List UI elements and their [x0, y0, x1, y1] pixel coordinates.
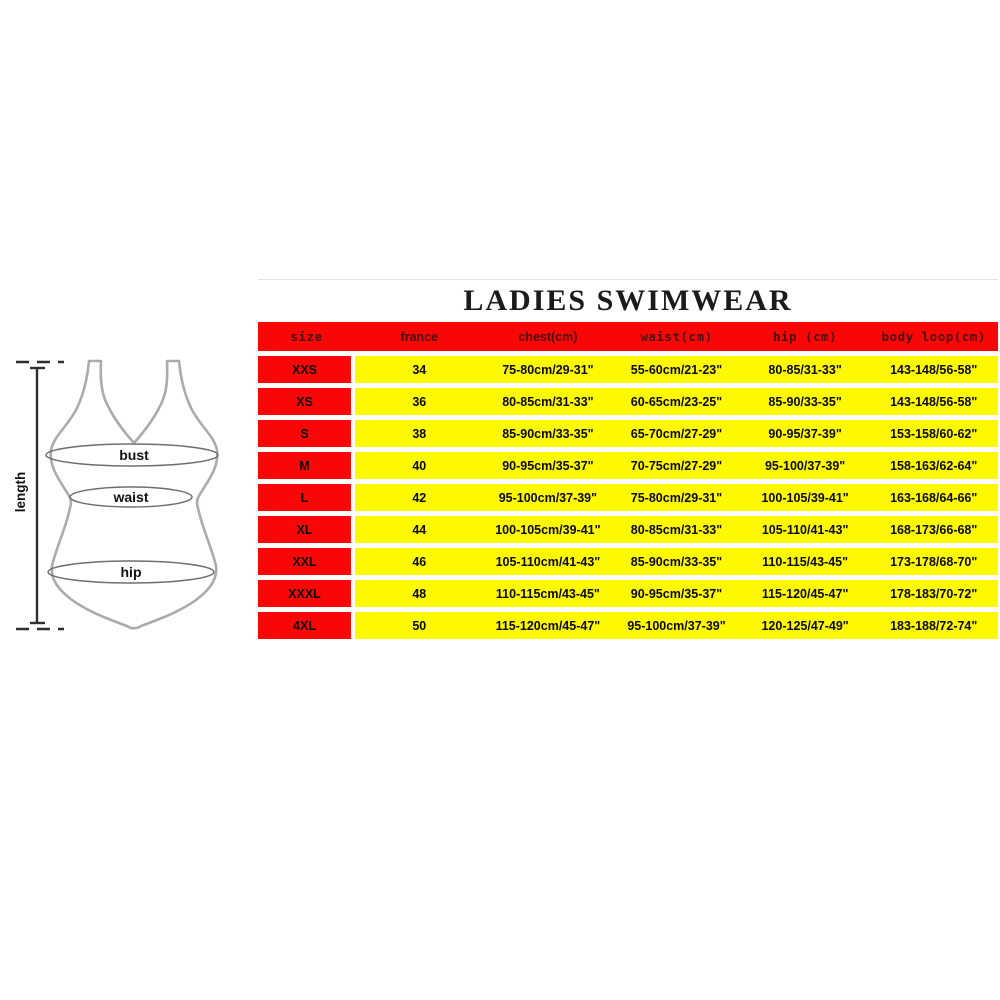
- size-cell: XL: [258, 516, 355, 543]
- waist-label: waist: [112, 489, 148, 505]
- waist-cell: 85-90cm/33-35": [612, 548, 741, 575]
- hip-cell: 120-125/47-49": [740, 612, 870, 639]
- hip-cell: 90-95/37-39": [740, 420, 870, 447]
- france-cell: 42: [355, 484, 484, 511]
- body-loop-cell: 153-158/60-62": [869, 420, 998, 447]
- body-loop-cell: 173-178/68-70": [869, 548, 998, 575]
- hip-ellipse: [47, 560, 215, 584]
- page-title: LADIES SWIMWEAR: [463, 284, 793, 317]
- body-loop-cell: 168-173/66-68": [869, 516, 998, 543]
- hip-cell: 105-110/41-43": [740, 516, 870, 543]
- chest-cell: 75-80cm/29-31": [483, 356, 613, 383]
- hip-cell: 115-120/45-47": [740, 580, 870, 607]
- column-header-waist: waist(cm): [640, 329, 713, 344]
- france-cell: 46: [355, 548, 484, 575]
- body-loop-cell: 143-148/56-58": [869, 356, 998, 383]
- size-cell: XXS: [258, 356, 355, 383]
- chest-cell: 115-120cm/45-47": [483, 612, 613, 639]
- waist-cell: 55-60cm/21-23": [612, 356, 741, 383]
- body-loop-cell: 163-168/64-66": [869, 484, 998, 511]
- hip-cell: 80-85/31-33": [740, 356, 870, 383]
- france-cell: 36: [355, 388, 484, 415]
- hip-label-backing: [114, 564, 148, 580]
- bust-label: bust: [119, 447, 149, 463]
- hip-cell: 110-115/43-45": [740, 548, 870, 575]
- body-loop-cell: 158-163/62-64": [869, 452, 998, 479]
- chest-cell: 90-95cm/35-37": [483, 452, 613, 479]
- size-cell: M: [258, 452, 355, 479]
- waist-cell: 95-100cm/37-39": [612, 612, 741, 639]
- body-loop-cell: 178-183/70-72": [869, 580, 998, 607]
- size-cell: 4XL: [258, 612, 355, 639]
- chest-cell: 95-100cm/37-39": [483, 484, 613, 511]
- column-header-france: france: [400, 329, 439, 344]
- france-cell: 40: [355, 452, 484, 479]
- top-divider: [258, 279, 998, 280]
- table-row: L 42 95-100cm/37-39" 75-80cm/29-31" 100-…: [258, 484, 998, 511]
- size-cell: XXL: [258, 548, 355, 575]
- table-row: XS 36 80-85cm/31-33" 60-65cm/23-25" 85-9…: [258, 388, 998, 415]
- chest-cell: 105-110cm/41-43": [483, 548, 613, 575]
- waist-label-backing: [106, 489, 156, 505]
- bust-ellipse: [45, 443, 219, 467]
- waist-cell: 65-70cm/27-29": [612, 420, 741, 447]
- hip-cell: 95-100/37-39": [740, 452, 870, 479]
- waist-cell: 75-80cm/29-31": [612, 484, 741, 511]
- body-loop-cell: 183-188/72-74": [869, 612, 998, 639]
- hip-label: hip: [121, 564, 142, 580]
- table-body: XXS 34 75-80cm/29-31" 55-60cm/21-23" 80-…: [258, 356, 998, 639]
- waist-cell: 80-85cm/31-33": [612, 516, 741, 543]
- chest-cell: 85-90cm/33-35": [483, 420, 613, 447]
- column-header-size: size: [290, 329, 323, 344]
- size-cell: XS: [258, 388, 355, 415]
- france-cell: 48: [355, 580, 484, 607]
- france-cell: 34: [355, 356, 484, 383]
- column-header-body-loop: body loop(cm): [881, 329, 986, 344]
- waist-ellipse: [69, 486, 193, 508]
- waist-cell: 90-95cm/35-37": [612, 580, 741, 607]
- table-row: XXXL 48 110-115cm/43-45" 90-95cm/35-37" …: [258, 580, 998, 607]
- france-cell: 50: [355, 612, 484, 639]
- chest-cell: 110-115cm/43-45": [483, 580, 613, 607]
- chest-cell: 80-85cm/31-33": [483, 388, 613, 415]
- waist-cell: 60-65cm/23-25": [612, 388, 741, 415]
- column-header-hip: hip (cm): [772, 329, 838, 344]
- length-indicator: [16, 360, 64, 631]
- table-row: M 40 90-95cm/35-37" 70-75cm/27-29" 95-10…: [258, 452, 998, 479]
- swimsuit-measurement-diagram: length bust waist hip: [13, 359, 219, 631]
- france-cell: 44: [355, 516, 484, 543]
- table-header-row: size france chest(cm) waist(cm) hip (cm)…: [258, 322, 998, 351]
- size-chart-sheet: LADIES SWIMWEAR size france chest(cm) wa…: [258, 279, 998, 639]
- table-row: XXS 34 75-80cm/29-31" 55-60cm/21-23" 80-…: [258, 356, 998, 383]
- table-row: S 38 85-90cm/33-35" 65-70cm/27-29" 90-95…: [258, 420, 998, 447]
- waist-cell: 70-75cm/27-29": [612, 452, 741, 479]
- france-cell: 38: [355, 420, 484, 447]
- hip-cell: 85-90/33-35": [740, 388, 870, 415]
- length-label: length: [13, 472, 28, 513]
- hip-cell: 100-105/39-41": [740, 484, 870, 511]
- column-header-chest: chest(cm): [518, 329, 578, 344]
- size-cell: S: [258, 420, 355, 447]
- table-row: XXL 46 105-110cm/41-43" 85-90cm/33-35" 1…: [258, 548, 998, 575]
- table-row: XL 44 100-105cm/39-41" 80-85cm/31-33" 10…: [258, 516, 998, 543]
- size-cell: XXXL: [258, 580, 355, 607]
- size-cell: L: [258, 484, 355, 511]
- chest-cell: 100-105cm/39-41": [483, 516, 613, 543]
- table-row: 4XL 50 115-120cm/45-47" 95-100cm/37-39" …: [258, 612, 998, 639]
- body-loop-cell: 143-148/56-58": [869, 388, 998, 415]
- bust-label-backing: [112, 447, 156, 463]
